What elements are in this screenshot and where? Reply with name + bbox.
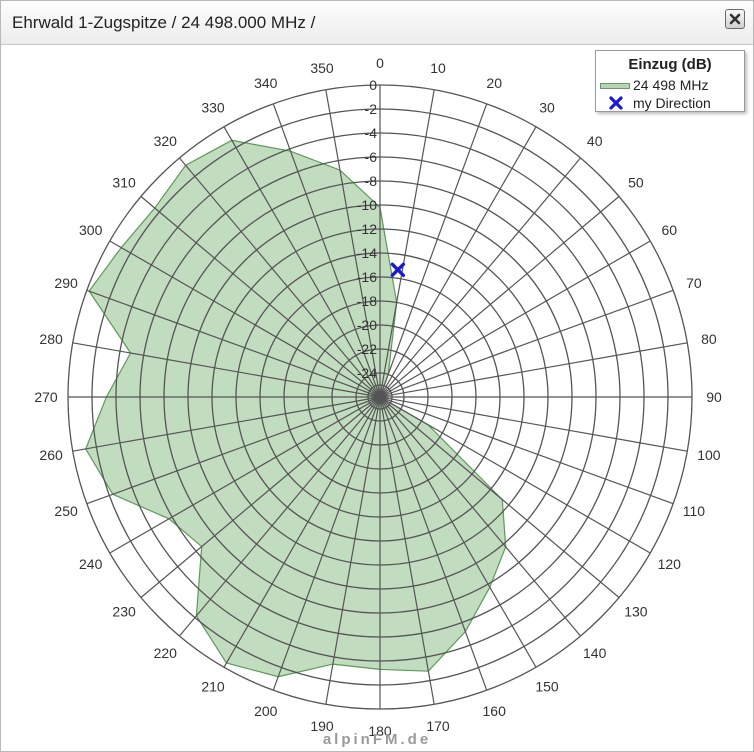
grid-spoke xyxy=(86,396,381,505)
angle-tick-label: 230 xyxy=(112,604,136,620)
grid-spoke xyxy=(223,396,381,668)
grid-spoke xyxy=(379,396,537,668)
angle-tick-label: 290 xyxy=(54,275,78,291)
chart-legend: Einzug (dB) 24 498 MHz my Direction xyxy=(595,50,745,112)
radial-tick-label: 0 xyxy=(369,77,377,93)
grid-spoke xyxy=(379,342,688,398)
angle-tick-label: 200 xyxy=(254,703,278,719)
grid-spoke xyxy=(379,396,688,452)
radial-tick-label: -12 xyxy=(357,221,377,237)
grid-spoke xyxy=(179,396,381,637)
legend-item-series[interactable]: 24 498 MHz xyxy=(600,77,744,93)
watermark: alpinFM.de xyxy=(322,731,432,748)
radial-tick-label: -14 xyxy=(357,245,377,261)
radial-tick-label: -8 xyxy=(365,173,378,189)
legend-item-marker[interactable]: my Direction xyxy=(600,95,744,111)
angle-tick-label: 320 xyxy=(154,133,178,149)
grid-spoke xyxy=(272,396,381,691)
angle-tick-label: 300 xyxy=(79,222,103,238)
angle-tick-label: 180 xyxy=(368,723,392,739)
angle-tick-label: 170 xyxy=(426,718,450,734)
direction-x-icon xyxy=(609,96,623,110)
grid-spoke xyxy=(72,342,381,398)
grid-spoke xyxy=(379,89,435,398)
grid-spoke xyxy=(379,396,435,705)
angle-tick-label: 30 xyxy=(539,100,555,116)
close-button[interactable] xyxy=(725,9,745,29)
grid-spoke xyxy=(379,103,488,398)
radial-tick-label: -10 xyxy=(357,197,377,213)
angle-tick-label: 90 xyxy=(706,389,722,405)
grid-spoke xyxy=(379,396,674,505)
legend-swatch xyxy=(600,83,630,89)
polar-chart: 0 10 20 30 40 50 60 70 80 90 100 110 120 130 140 150 160… xyxy=(34,55,722,739)
radial-tick-label: -4 xyxy=(365,125,378,141)
grid-spoke xyxy=(179,157,381,398)
angle-tick-label: 70 xyxy=(686,275,702,291)
angle-tick-label: 350 xyxy=(310,60,334,76)
grid-spoke xyxy=(379,289,674,398)
grid-spoke xyxy=(109,396,381,554)
radial-tick-label: -24 xyxy=(357,365,377,381)
radial-tick-label: -16 xyxy=(357,269,377,285)
angle-tick-label: 220 xyxy=(154,645,178,661)
angle-tick-label: 270 xyxy=(34,389,58,405)
grid-spoke xyxy=(379,396,581,637)
grid-spoke xyxy=(325,396,381,705)
window-title: Ehrwald 1-Zugspitze / 24 498.000 MHz / xyxy=(12,13,316,32)
legend-title: Einzug (dB) xyxy=(628,56,712,73)
angle-tick-label: 60 xyxy=(662,222,678,238)
grid-spoke xyxy=(379,126,537,398)
grid-spoke xyxy=(379,396,651,554)
grid-spoke xyxy=(223,126,381,398)
angle-tick-label: 340 xyxy=(254,75,278,91)
angle-tick-label: 100 xyxy=(697,447,721,463)
grid-spoke xyxy=(140,196,381,398)
angle-tick-label: 310 xyxy=(112,174,136,190)
radial-tick-label: -22 xyxy=(357,341,377,357)
legend-series-label: 24 498 MHz xyxy=(633,77,709,93)
angle-tick-label: 210 xyxy=(201,678,225,694)
grid-spoke xyxy=(86,289,381,398)
angle-tick-label: 190 xyxy=(310,718,334,734)
angle-tick-label: 20 xyxy=(486,75,502,91)
grid-spoke xyxy=(325,89,381,398)
grid-spoke xyxy=(140,396,381,598)
angle-tick-label: 0 xyxy=(376,55,384,71)
angle-tick-label: 10 xyxy=(430,60,446,76)
direction-marker xyxy=(390,262,406,278)
grid-spoke xyxy=(379,240,651,398)
angle-tick-label: 50 xyxy=(628,174,644,190)
angle-tick-label: 120 xyxy=(658,556,682,572)
grid-spoke xyxy=(109,240,381,398)
close-icon xyxy=(729,13,741,25)
angle-tick-label: 160 xyxy=(483,703,507,719)
angle-tick-label: 40 xyxy=(587,133,603,149)
legend-marker-label: my Direction xyxy=(633,95,711,111)
angle-tick-label: 240 xyxy=(79,556,103,572)
angle-tick-label: 110 xyxy=(683,503,706,519)
radial-tick-label: -18 xyxy=(357,293,377,309)
angle-tick-label: 260 xyxy=(39,447,63,463)
grid-spoke xyxy=(379,396,488,691)
grid-spoke xyxy=(379,196,620,398)
radial-tick-label: -20 xyxy=(357,317,377,333)
radial-tick-label: -6 xyxy=(365,149,378,165)
window-titlebar[interactable]: Ehrwald 1-Zugspitze / 24 498.000 MHz / xyxy=(1,1,753,45)
grid-spoke xyxy=(379,157,581,398)
angle-tick-label: 280 xyxy=(39,331,63,347)
angle-tick-label: 250 xyxy=(54,503,78,519)
angle-tick-label: 330 xyxy=(201,100,225,116)
chart-area: 0 10 20 30 40 50 60 70 80 90 100 110 120 130 140 150 160… xyxy=(1,45,753,751)
angle-tick-label: 130 xyxy=(624,604,648,620)
grid-spoke xyxy=(379,396,620,598)
angle-tick-label: 140 xyxy=(583,645,607,661)
grid-spoke xyxy=(72,396,381,452)
radial-tick-label: -2 xyxy=(365,101,378,117)
angle-tick-label: 80 xyxy=(701,331,717,347)
grid-spoke xyxy=(272,103,381,398)
angle-tick-label: 150 xyxy=(535,678,559,694)
